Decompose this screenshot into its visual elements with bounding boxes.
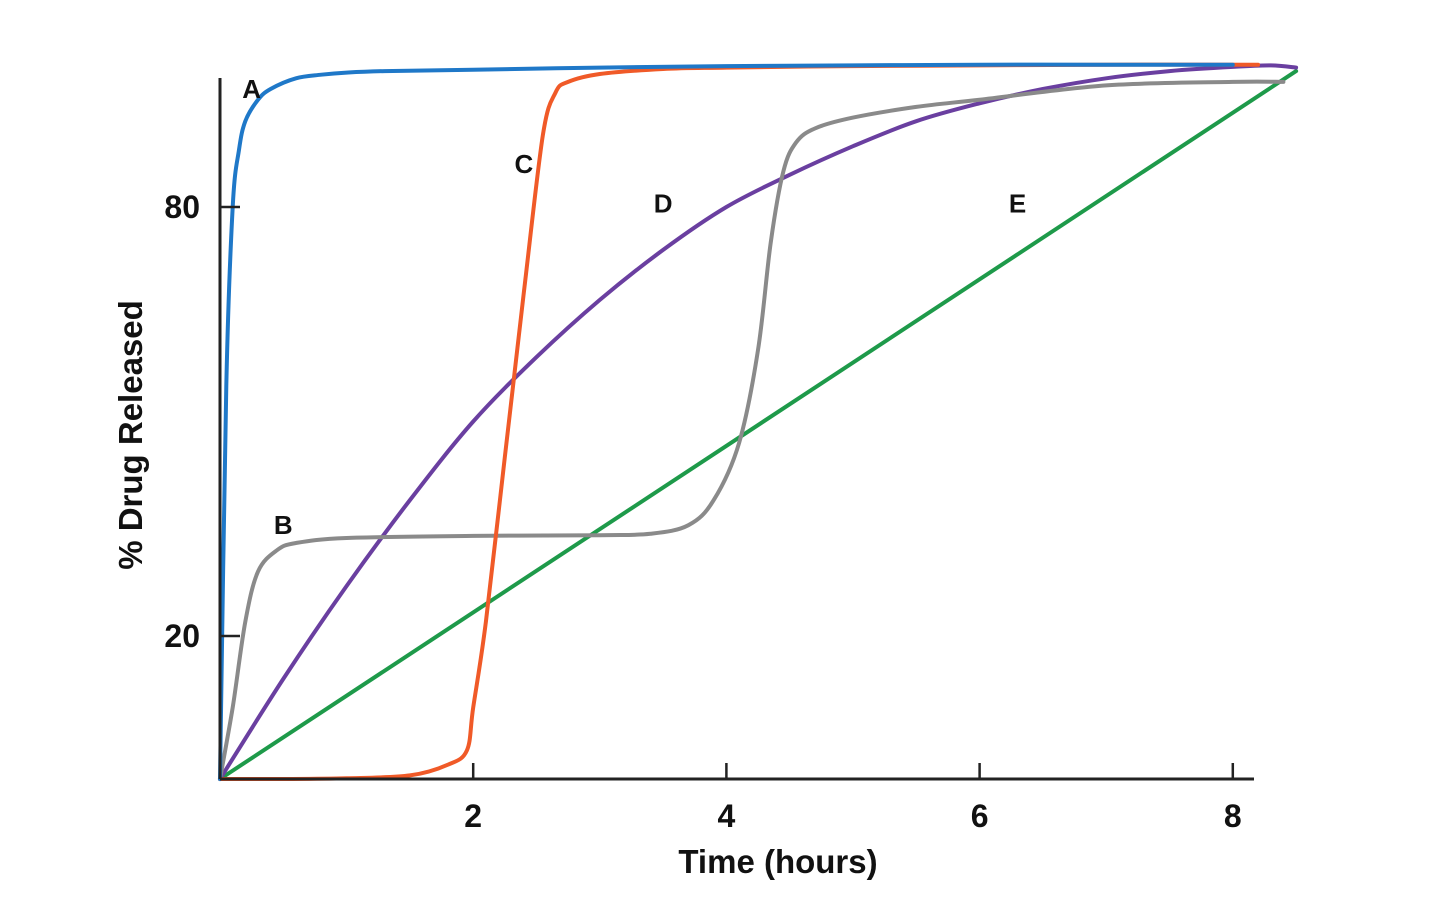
x-tick-label: 8 [1224, 798, 1242, 834]
series-line-c [218, 62, 1261, 782]
x-tick-label: 4 [718, 798, 736, 834]
curve-label-e: E [1009, 188, 1026, 218]
ticks-layer: 2 4 6 8 20 80 [164, 189, 1241, 834]
axes-layer [218, 78, 1254, 781]
curve-label-c: C [514, 149, 533, 179]
y-tick-label: 20 [164, 618, 200, 654]
y-axis-title: % Drug Released [112, 300, 149, 570]
y-tick-label: 80 [164, 189, 200, 225]
series-line-b [218, 79, 1286, 781]
curve-label-a: A [242, 74, 261, 104]
x-tick-label: 2 [464, 798, 482, 834]
series-line-a [218, 62, 1235, 781]
curve-label-b: B [274, 510, 293, 540]
curve-labels-layer: A B C D E [242, 74, 1026, 540]
series-line-d [218, 63, 1299, 781]
series-line-e [218, 69, 1299, 781]
x-tick-label: 6 [971, 798, 989, 834]
series-layer [218, 62, 1299, 782]
x-axis-title: Time (hours) [678, 843, 877, 880]
curve-label-d: D [654, 188, 673, 218]
